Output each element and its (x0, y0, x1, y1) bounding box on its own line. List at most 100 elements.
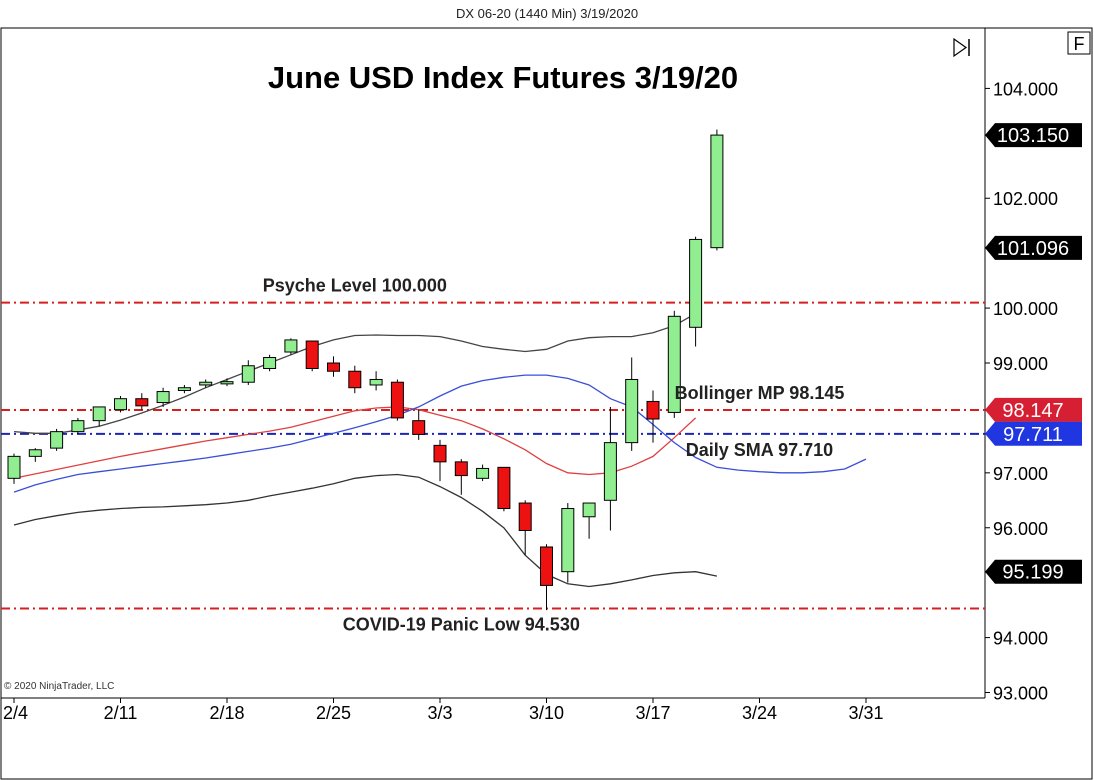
candle-up (199, 379, 213, 388)
candle-up (241, 360, 255, 385)
candle-body (390, 381, 404, 419)
candle-body (28, 449, 42, 457)
candle-body (92, 406, 106, 422)
indicator-line (13, 313, 696, 434)
scroll-end-button[interactable] (953, 37, 970, 58)
candle-body (220, 381, 234, 385)
x-tick-label: 3/10 (529, 703, 564, 723)
candle-body (369, 378, 383, 386)
price-tag-shape (985, 421, 1082, 446)
price-tag: 97.711 (985, 421, 1082, 446)
candle-up (369, 371, 383, 391)
panel-button-label: F (1074, 34, 1085, 54)
candle-up (603, 406, 617, 531)
candle-up (50, 428, 64, 451)
candle-body (412, 420, 426, 435)
candle-up (92, 406, 106, 427)
candle-down (412, 409, 426, 440)
price-tag-label: 95.199 (1002, 562, 1063, 584)
candle-body (433, 444, 447, 463)
candle-down (454, 459, 468, 495)
price-tag: 103.150 (985, 123, 1082, 148)
candle-down (646, 390, 660, 443)
candle-body (263, 357, 277, 369)
candle-up (476, 464, 490, 482)
candle-up (561, 503, 575, 583)
candle-body (114, 398, 127, 411)
candle-body (582, 502, 596, 518)
reference-line-label: COVID-19 Panic Low 94.530 (343, 614, 580, 634)
price-tag-shape (985, 235, 1082, 260)
candle-body (7, 455, 21, 479)
candle-down (540, 544, 553, 611)
price-tag-label: 103.150 (997, 125, 1069, 147)
candle-body (327, 362, 340, 372)
indicator-line (13, 473, 718, 588)
candle-body (667, 315, 681, 413)
candle-down (518, 500, 532, 556)
copyright-text: © 2020 NinjaTrader, LLC (4, 681, 114, 692)
candle-up (710, 129, 724, 251)
candle-body (177, 387, 191, 391)
candle-down (433, 439, 447, 482)
candle-up (114, 395, 127, 413)
candle-body (476, 467, 490, 479)
candle-down (348, 365, 362, 394)
y-tick-label: 102.000 (993, 189, 1058, 209)
candle-down (135, 393, 149, 410)
candle-body (540, 546, 553, 586)
candle-body (518, 502, 532, 532)
candle-up (263, 354, 277, 372)
y-tick-label: 93.000 (993, 684, 1048, 704)
chart-title: June USD Index Futures 3/19/20 (268, 60, 738, 95)
candle-body (625, 378, 639, 444)
candle-body (646, 400, 660, 420)
price-tag-shape (985, 397, 1082, 422)
panel-button-frame (1067, 31, 1091, 55)
candle-up (582, 502, 596, 539)
price-tag: 101.096 (985, 235, 1082, 260)
candle-body (454, 461, 468, 477)
instrument-header: DX 06-20 (1440 Min) 3/19/2020 (455, 6, 639, 21)
y-tick-label: 100.000 (993, 299, 1058, 319)
reference-line-label: Bollinger MP 98.145 (675, 383, 845, 403)
price-tag: 95.199 (985, 559, 1082, 584)
candle-up (284, 338, 298, 355)
candle-body (241, 365, 255, 383)
candle-body (284, 339, 298, 353)
candle-up (177, 384, 191, 394)
x-tick-label: 3/3 (427, 703, 452, 723)
candle-up (689, 236, 703, 347)
candle-up (667, 310, 681, 418)
candle-body (135, 398, 149, 407)
candle-body (497, 466, 511, 510)
y-tick-label: 97.000 (993, 464, 1048, 484)
candle-body (71, 420, 85, 433)
candle-body (50, 431, 64, 449)
panel-button[interactable]: F (1067, 31, 1091, 55)
x-tick-label: 2/18 (209, 703, 244, 723)
y-tick-label: 94.000 (993, 629, 1048, 649)
play-icon (953, 37, 968, 58)
price-tag-label: 101.096 (997, 238, 1069, 260)
y-tick-label: 104.000 (993, 79, 1058, 99)
x-tick-label: 3/31 (848, 703, 883, 723)
candle-body (305, 340, 319, 369)
candle-down (327, 356, 340, 377)
candle-body (348, 370, 362, 389)
candle-up (156, 387, 170, 407)
candle-up (625, 357, 639, 451)
x-tick-label: 2/25 (316, 703, 351, 723)
x-tick-label: 3/17 (635, 703, 670, 723)
reference-line-label: Daily SMA 97.710 (686, 440, 833, 460)
candle-down (305, 340, 319, 372)
candle-down (497, 466, 511, 512)
price-tag-label: 97.711 (1003, 424, 1063, 446)
candle-up (28, 448, 42, 462)
reference-line-label: Psyche Level 100.000 (263, 276, 447, 296)
x-tick-label: 3/24 (742, 703, 777, 723)
candle-body (561, 508, 575, 573)
price-tag: 98.147 (985, 397, 1082, 422)
x-tick-label: 2/11 (104, 703, 138, 723)
